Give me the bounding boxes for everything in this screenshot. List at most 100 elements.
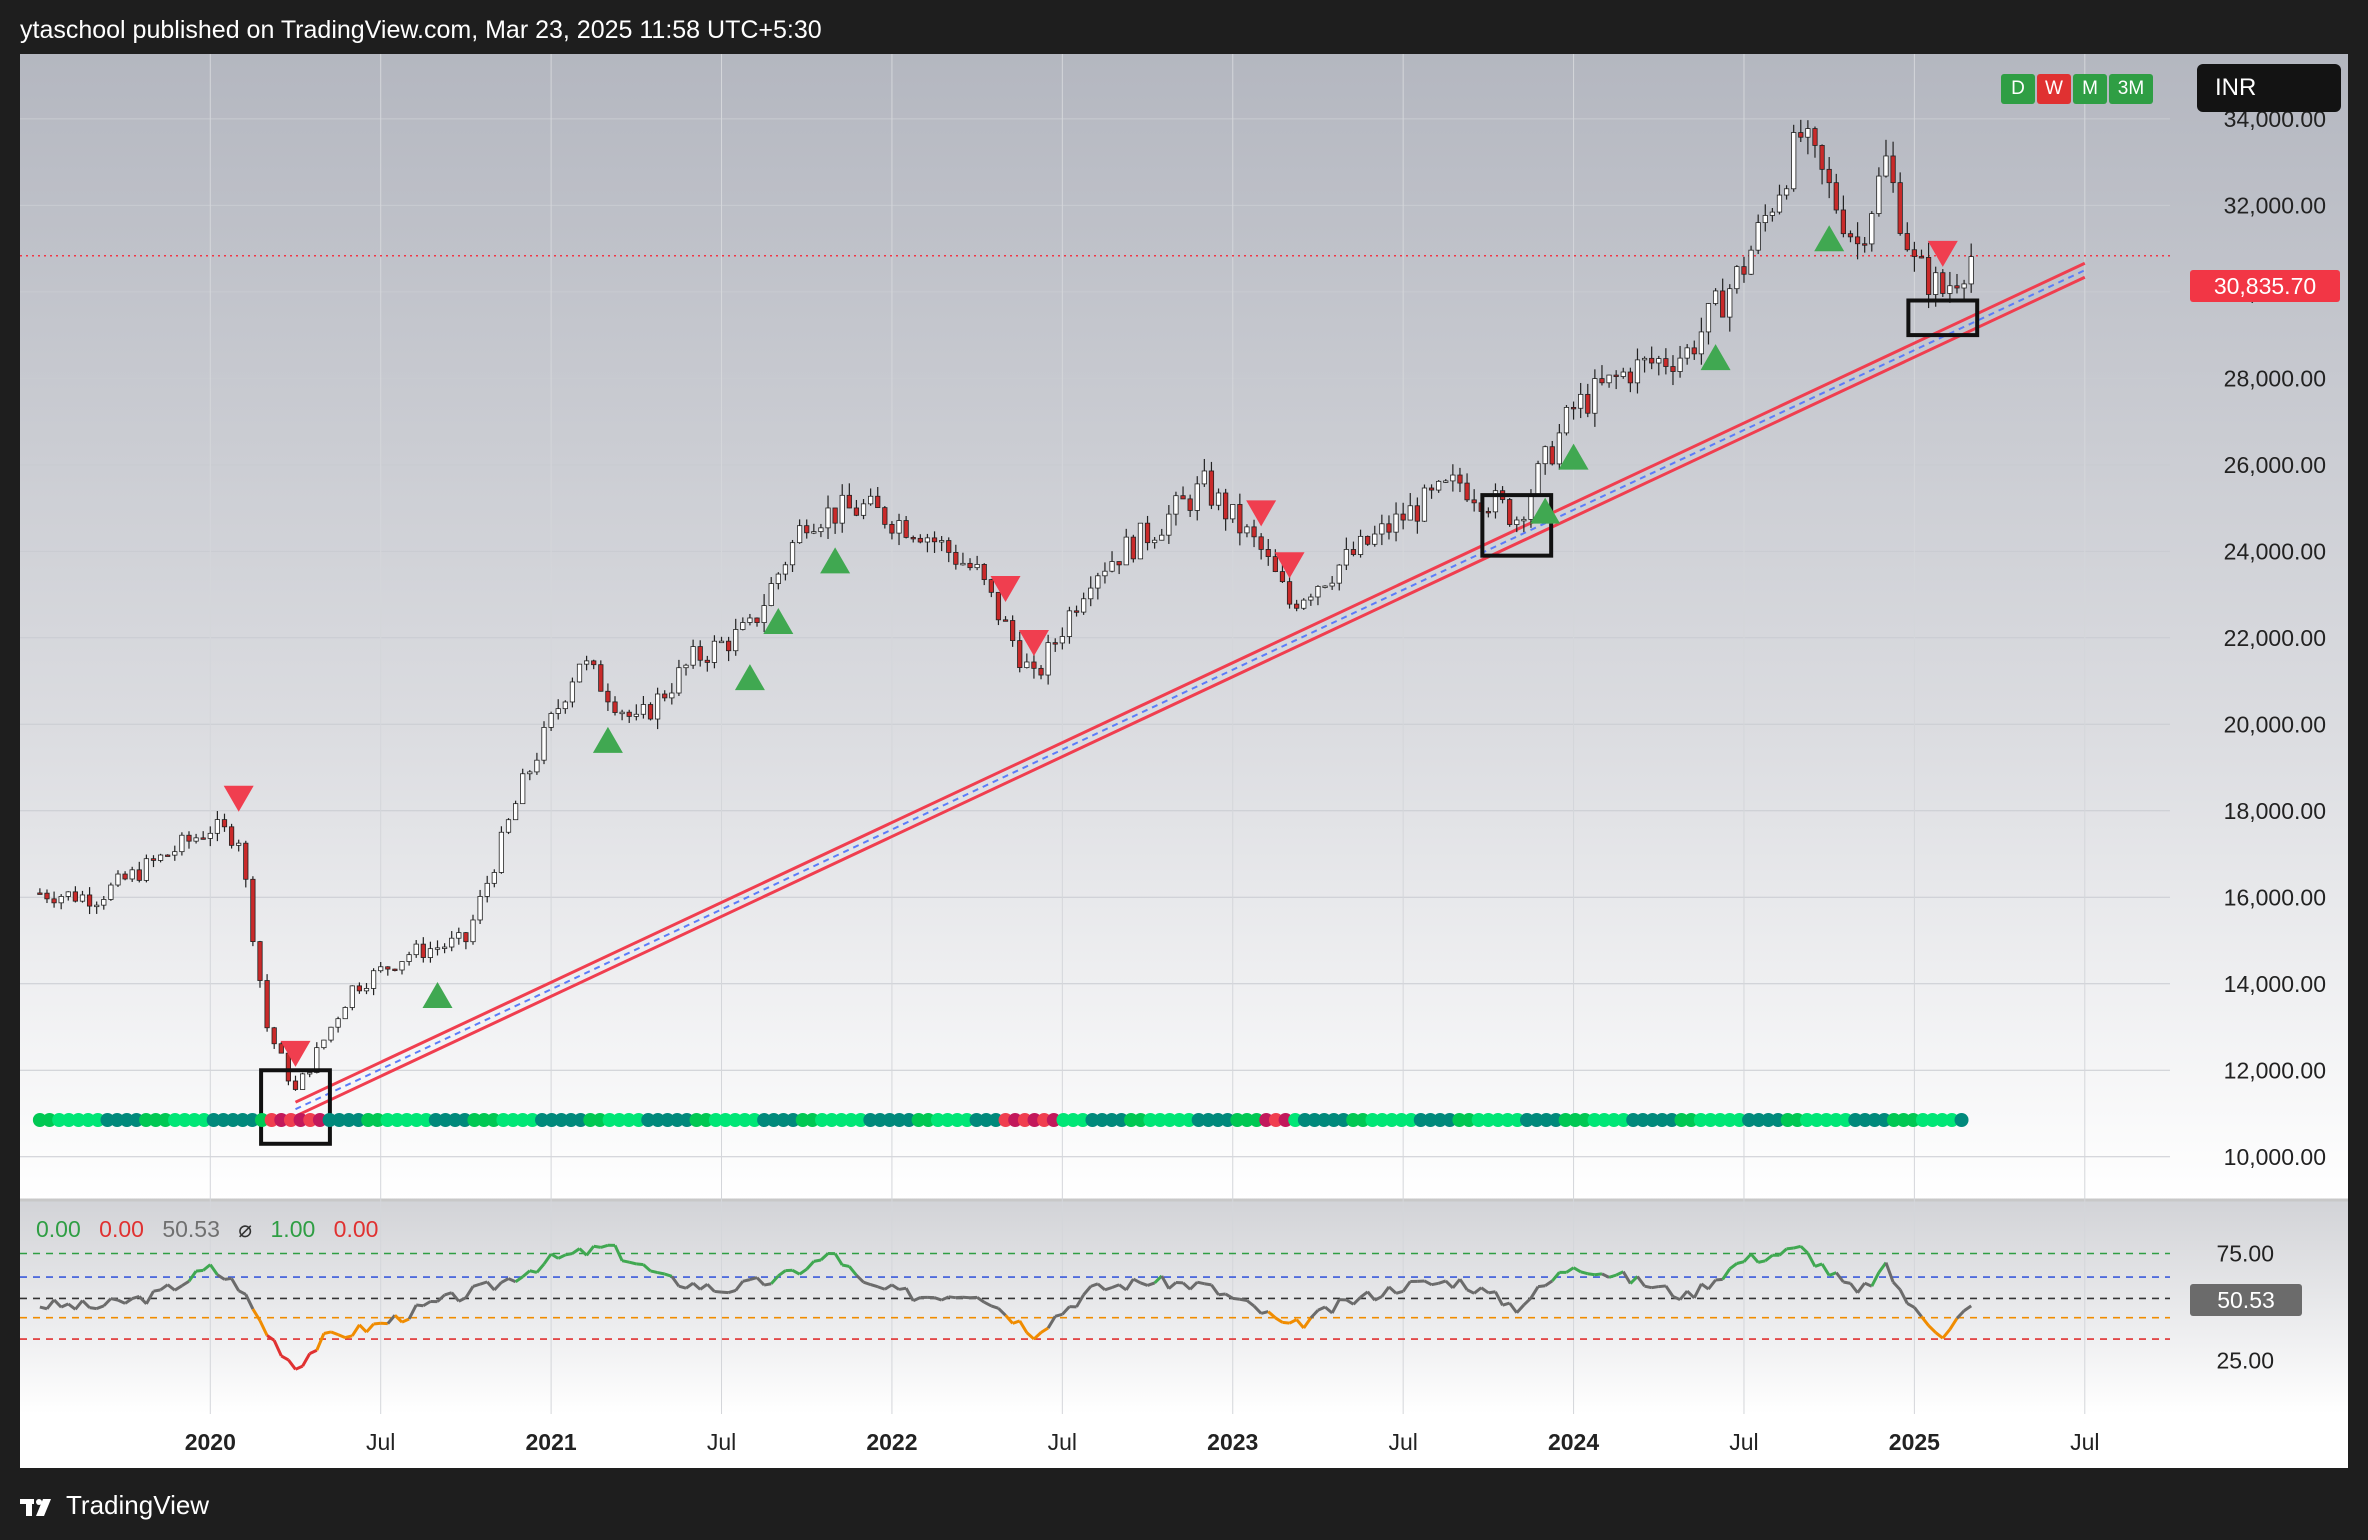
candle-body <box>72 891 78 902</box>
candle-body <box>1379 523 1385 535</box>
candle-body <box>1556 432 1562 465</box>
signal-strip-dot <box>1452 1112 1467 1127</box>
tradingview-logo[interactable]: TradingView <box>20 1490 209 1521</box>
signal-strip-dot <box>1346 1112 1361 1127</box>
rsi-line-segment <box>81 1299 91 1309</box>
rsi-line-segment <box>791 1268 801 1276</box>
signal-strip-dot <box>1201 1112 1216 1127</box>
signal-strip-dot <box>592 1112 607 1127</box>
rsi-line-segment <box>195 1268 204 1273</box>
rsi-line-segment <box>1239 1297 1248 1302</box>
rsi-line-segment <box>1913 1306 1923 1318</box>
candle-body <box>115 873 121 886</box>
candle-body <box>903 520 909 538</box>
rsi-line-segment <box>1488 1290 1496 1295</box>
candle-body <box>1535 463 1541 495</box>
rsi-line-segment <box>1246 1299 1255 1308</box>
rsi-line-segment <box>1565 1266 1575 1274</box>
rsi-line-segment <box>934 1296 943 1302</box>
signal-strip-dot <box>187 1112 202 1127</box>
candle-body <box>335 1018 341 1028</box>
rsi-line-segment <box>60 1302 69 1309</box>
candle-body <box>1450 474 1456 482</box>
candle-body <box>655 693 661 720</box>
price-axis-label: 14,000.00 <box>2224 971 2326 997</box>
candle-body <box>94 904 100 908</box>
candle-body <box>1620 371 1626 377</box>
timeframe-3m-button[interactable]: 3M <box>2109 74 2153 104</box>
rsi-legend-value: 50.53 <box>162 1216 220 1242</box>
rsi-line-segment <box>948 1295 957 1300</box>
chart-canvas[interactable]: 34,000.0032,000.0030,000.0028,000.0026,0… <box>20 54 2348 1468</box>
timeframe-w-button[interactable]: W <box>2037 74 2071 104</box>
signal-strip-dot <box>708 1112 723 1127</box>
candle-body <box>1365 535 1371 545</box>
signal-strip-dot <box>573 1112 588 1127</box>
price-axis-label: 26,000.00 <box>2224 452 2326 478</box>
rsi-line-segment <box>244 1293 255 1310</box>
candle-body <box>1947 285 1953 294</box>
rsi-line-segment <box>1621 1270 1632 1285</box>
signal-strip-dot <box>525 1112 540 1127</box>
currency-badge[interactable]: INR <box>2197 64 2341 112</box>
time-axis-label: Jul <box>1388 1429 1417 1455</box>
time-axis-label: Jul <box>366 1429 395 1455</box>
rsi-line-segment <box>1224 1292 1234 1300</box>
rsi-line-segment <box>1274 1316 1284 1324</box>
candle-body <box>1705 303 1712 333</box>
signal-strip-dot <box>641 1112 656 1127</box>
signal-strip-dot <box>216 1112 231 1127</box>
candle-body <box>1592 378 1598 414</box>
rsi-line-segment <box>571 1247 581 1255</box>
signal-strip-dot <box>32 1112 47 1127</box>
rsi-line-segment <box>458 1296 467 1303</box>
rsi-line-segment <box>1608 1273 1617 1279</box>
signal-strip-dot <box>1626 1112 1641 1127</box>
rsi-line-segment <box>330 1330 339 1337</box>
rsi-line-segment <box>1544 1279 1554 1287</box>
candle-body <box>1854 236 1861 245</box>
signal-strip-dot <box>1423 1112 1438 1127</box>
timeframe-m-button[interactable]: M <box>2073 74 2107 104</box>
signal-strip-dot <box>1095 1112 1110 1127</box>
rsi-line-segment <box>585 1245 595 1257</box>
time-axis-label: 2020 <box>185 1429 236 1455</box>
candle-body <box>1798 132 1804 138</box>
candle-body <box>129 869 135 880</box>
signal-strip-dot <box>486 1112 501 1127</box>
signal-strip-dot <box>1239 1112 1254 1127</box>
rsi-line-segment <box>613 1244 624 1262</box>
signal-strip-dot <box>496 1112 511 1127</box>
rsi-line-segment <box>89 1306 97 1311</box>
time-axis-label: 2023 <box>1207 1429 1258 1455</box>
publish-text: ytaschool published on TradingView.com, … <box>20 16 822 44</box>
candle-body <box>1833 182 1839 211</box>
chart-area[interactable]: 34,000.0032,000.0030,000.0028,000.0026,0… <box>20 54 2348 1468</box>
candle-body <box>1918 256 1925 259</box>
candle-body <box>1578 393 1584 409</box>
signal-strip-dot <box>332 1112 347 1127</box>
rsi-line-segment <box>373 1321 381 1326</box>
rsi-line-segment <box>848 1265 858 1277</box>
price-axis-label: 10,000.00 <box>2224 1144 2326 1170</box>
tradingview-logo-icon <box>20 1499 51 1517</box>
candle-body <box>1954 285 1960 289</box>
rsi-line-segment <box>884 1283 893 1291</box>
candle-body <box>1095 575 1101 589</box>
signal-strip-dot <box>1394 1112 1409 1127</box>
rsi-line-segment <box>464 1285 475 1299</box>
candle-body <box>711 640 718 663</box>
signal-strip-dot <box>1703 1112 1718 1127</box>
rsi-line-segment <box>450 1291 460 1303</box>
signal-strip-dot <box>61 1112 76 1127</box>
candle-body <box>931 537 938 543</box>
rsi-line-segment <box>1061 1305 1071 1316</box>
candle-body <box>605 690 611 703</box>
candle-body <box>839 494 845 524</box>
sell-signal-triangle <box>280 1040 311 1067</box>
timeframe-d-button[interactable]: D <box>2001 74 2035 104</box>
candle-body <box>1769 211 1775 216</box>
signal-strip-dot <box>969 1112 984 1127</box>
time-axis-label: Jul <box>2070 1429 2099 1455</box>
rsi-line-segment <box>124 1297 134 1305</box>
